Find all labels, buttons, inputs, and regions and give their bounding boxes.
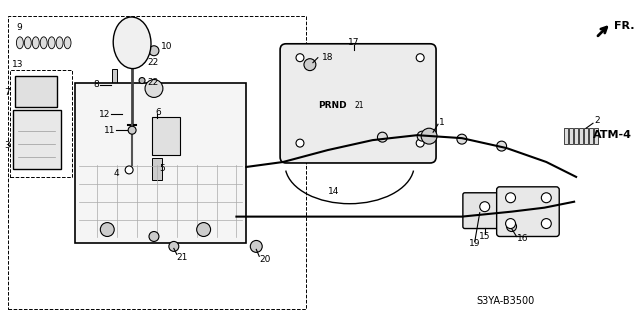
- Text: 6: 6: [155, 108, 161, 117]
- Circle shape: [149, 46, 159, 56]
- Text: 14: 14: [328, 187, 339, 196]
- Circle shape: [145, 80, 163, 97]
- Text: 8: 8: [93, 80, 99, 89]
- Circle shape: [421, 128, 437, 144]
- Text: 21: 21: [177, 253, 188, 262]
- FancyBboxPatch shape: [8, 16, 306, 309]
- Bar: [569, 128, 573, 144]
- Text: PRND: PRND: [319, 101, 347, 110]
- Circle shape: [125, 166, 133, 174]
- Text: ATM-4: ATM-4: [593, 130, 632, 140]
- Ellipse shape: [64, 37, 71, 49]
- FancyBboxPatch shape: [15, 76, 56, 107]
- Ellipse shape: [113, 17, 151, 68]
- Bar: [564, 128, 568, 144]
- FancyBboxPatch shape: [497, 187, 559, 236]
- Text: FR.: FR.: [614, 21, 634, 31]
- Circle shape: [296, 54, 304, 62]
- Text: 2: 2: [594, 116, 600, 125]
- Text: 3: 3: [4, 140, 10, 150]
- Text: 17: 17: [348, 38, 360, 47]
- Text: 22: 22: [147, 58, 158, 67]
- Text: 5: 5: [159, 164, 164, 173]
- Text: 1: 1: [439, 118, 445, 127]
- Circle shape: [149, 231, 159, 242]
- Bar: [152, 158, 162, 180]
- Ellipse shape: [40, 37, 47, 49]
- Bar: [123, 107, 141, 120]
- Circle shape: [416, 139, 424, 147]
- Text: 7: 7: [4, 88, 10, 97]
- Text: 10: 10: [161, 42, 172, 51]
- Bar: [584, 128, 588, 144]
- Ellipse shape: [48, 37, 55, 49]
- Circle shape: [457, 134, 467, 144]
- Text: 4: 4: [113, 169, 119, 179]
- Circle shape: [139, 58, 145, 64]
- Circle shape: [417, 131, 427, 141]
- FancyBboxPatch shape: [463, 193, 518, 228]
- Bar: [579, 128, 583, 144]
- Text: 11: 11: [104, 126, 115, 135]
- Circle shape: [480, 202, 490, 212]
- Text: 20: 20: [259, 255, 271, 264]
- Circle shape: [169, 242, 179, 252]
- Bar: [574, 128, 578, 144]
- FancyBboxPatch shape: [280, 44, 436, 163]
- Text: 9: 9: [16, 23, 22, 32]
- Bar: [112, 68, 117, 100]
- Circle shape: [506, 219, 516, 228]
- Bar: [594, 128, 598, 144]
- Ellipse shape: [32, 37, 39, 49]
- Ellipse shape: [24, 37, 31, 49]
- Circle shape: [506, 193, 516, 203]
- Text: 16: 16: [516, 234, 528, 243]
- Text: 15: 15: [479, 232, 490, 241]
- Circle shape: [296, 139, 304, 147]
- Text: 12: 12: [99, 110, 110, 119]
- FancyBboxPatch shape: [10, 70, 72, 177]
- Circle shape: [139, 77, 145, 84]
- FancyBboxPatch shape: [13, 110, 61, 169]
- Text: 13: 13: [12, 60, 24, 69]
- FancyBboxPatch shape: [76, 83, 246, 244]
- Text: 18: 18: [322, 53, 333, 62]
- Text: S3YA-B3500: S3YA-B3500: [477, 296, 535, 306]
- Bar: [152, 117, 180, 155]
- Circle shape: [128, 126, 136, 134]
- Circle shape: [378, 132, 387, 142]
- Text: 19: 19: [469, 239, 481, 248]
- Ellipse shape: [17, 37, 23, 49]
- Circle shape: [100, 223, 114, 236]
- Ellipse shape: [56, 37, 63, 49]
- Circle shape: [507, 221, 516, 231]
- Circle shape: [196, 223, 211, 236]
- Circle shape: [250, 240, 262, 252]
- Circle shape: [304, 59, 316, 71]
- Bar: [589, 128, 593, 144]
- Text: 22: 22: [147, 78, 158, 87]
- Circle shape: [541, 219, 551, 228]
- Text: 21: 21: [355, 101, 364, 110]
- Circle shape: [497, 141, 507, 151]
- Circle shape: [416, 54, 424, 62]
- Circle shape: [541, 193, 551, 203]
